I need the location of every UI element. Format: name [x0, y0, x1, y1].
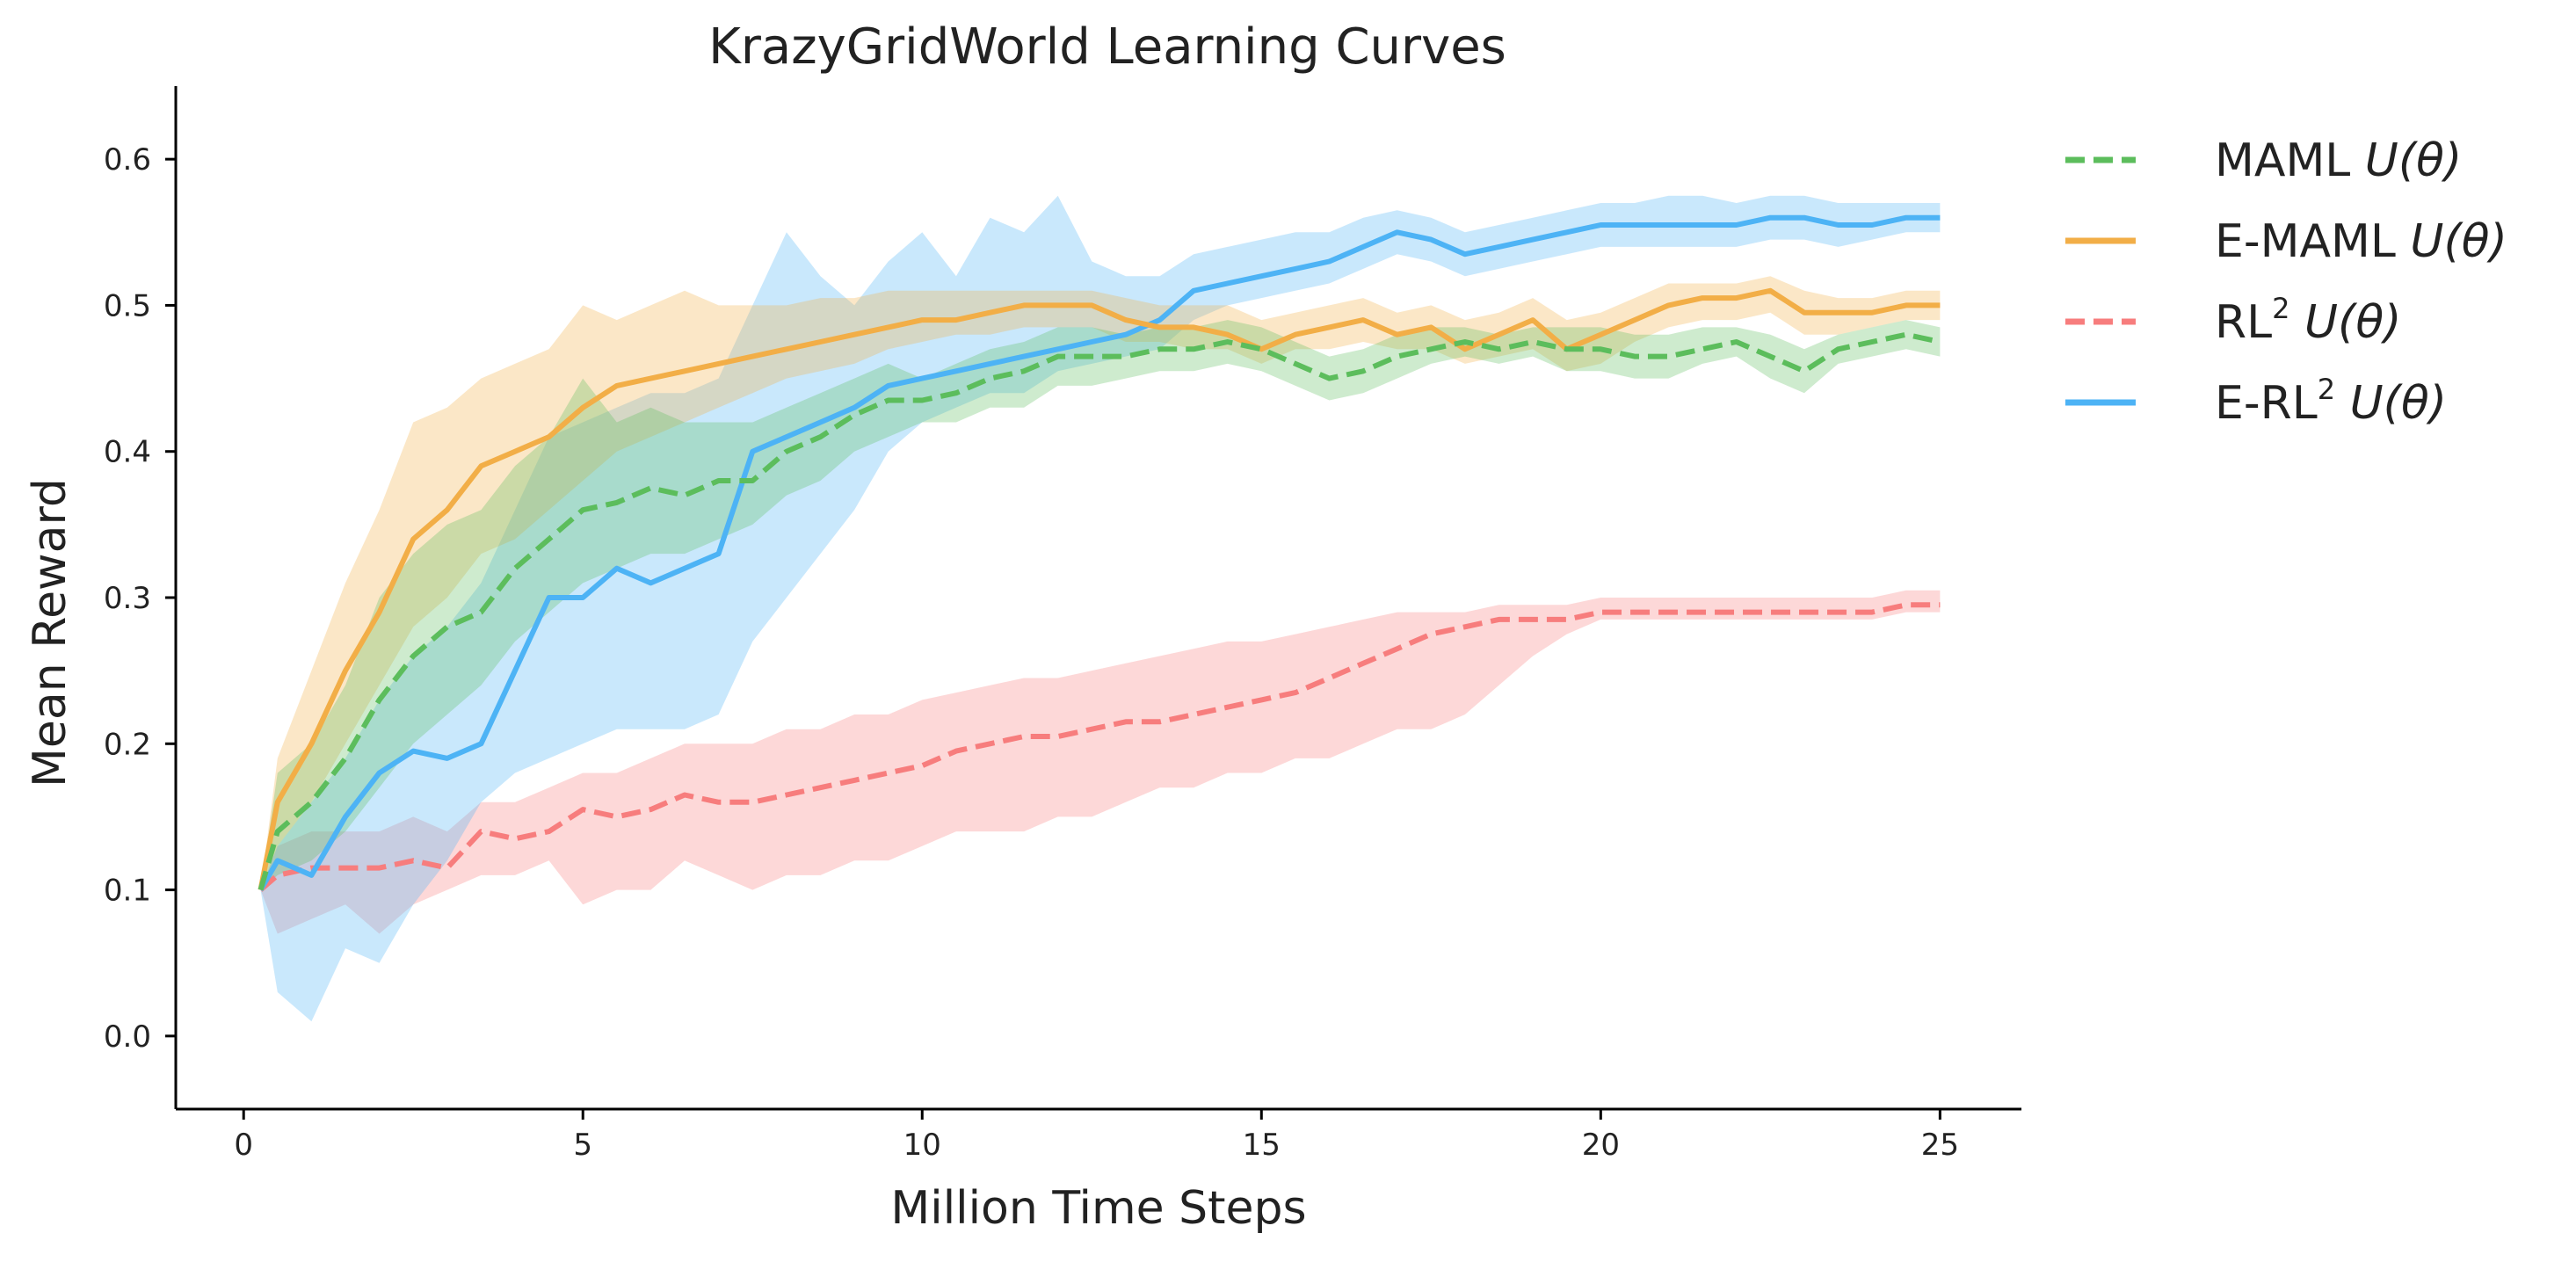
rl2-line [258, 602, 1941, 892]
legend-superscript: 2 [2272, 292, 2289, 325]
x-tick-label: 15 [1243, 1128, 1281, 1163]
y-axis-label: Mean Reward [24, 478, 76, 787]
rl2-band [260, 590, 1941, 934]
series-lines [258, 214, 1941, 892]
legend-series-name: E-MAML [2215, 215, 2396, 268]
y-tick-label: 0.0 [104, 1019, 151, 1055]
legend-label-maml: MAML U(θ) [2215, 134, 2462, 187]
y-tick-label: 0.5 [104, 288, 151, 323]
legend-theta: U(θ) [2350, 134, 2462, 187]
maml-band [260, 320, 1941, 890]
x-tick-label: 10 [903, 1128, 941, 1163]
legend-theta: U(θ) [2396, 215, 2507, 268]
legend: MAML U(θ)E-MAML U(θ)RL2 U(θ)E-RL2 U(θ) [2065, 134, 2507, 430]
y-ticks: 0.0 0.1 0.2 0.3 0.4 0.5 0.6 [104, 142, 176, 1055]
legend-series-name: MAML [2215, 134, 2350, 187]
y-tick-label: 0.6 [104, 142, 151, 178]
legend-theta: U(θ) [2289, 296, 2401, 349]
x-tick-label: 20 [1582, 1128, 1620, 1163]
chart-title: KrazyGridWorld Learning Curves [708, 18, 1506, 76]
e-maml-line [258, 287, 1941, 891]
legend-series-name: E-RL [2215, 377, 2318, 430]
e-rl2-line [258, 214, 1941, 892]
legend-superscript: 2 [2318, 373, 2335, 406]
y-tick-label: 0.2 [104, 727, 151, 762]
legend-series-name: RL [2215, 296, 2272, 349]
legend-label-rl2: RL2 U(θ) [2215, 292, 2401, 349]
e-rl2-band [260, 195, 1941, 1022]
confidence-bands [260, 195, 1941, 1022]
legend-theta: U(θ) [2335, 377, 2447, 430]
x-tick-label: 5 [573, 1128, 592, 1163]
y-tick-label: 0.3 [104, 581, 151, 616]
x-ticks: 0 5 10 15 20 25 [234, 1109, 1959, 1163]
x-tick-label: 0 [234, 1128, 253, 1163]
y-tick-label: 0.4 [104, 435, 151, 470]
x-tick-label: 25 [1921, 1128, 1959, 1163]
legend-label-e-maml: E-MAML U(θ) [2215, 215, 2507, 268]
legend-label-e-rl2: E-RL2 U(θ) [2215, 373, 2447, 430]
maml-line [258, 331, 1941, 891]
y-tick-label: 0.1 [104, 874, 151, 909]
x-axis-label: Million Time Steps [890, 1182, 1306, 1235]
